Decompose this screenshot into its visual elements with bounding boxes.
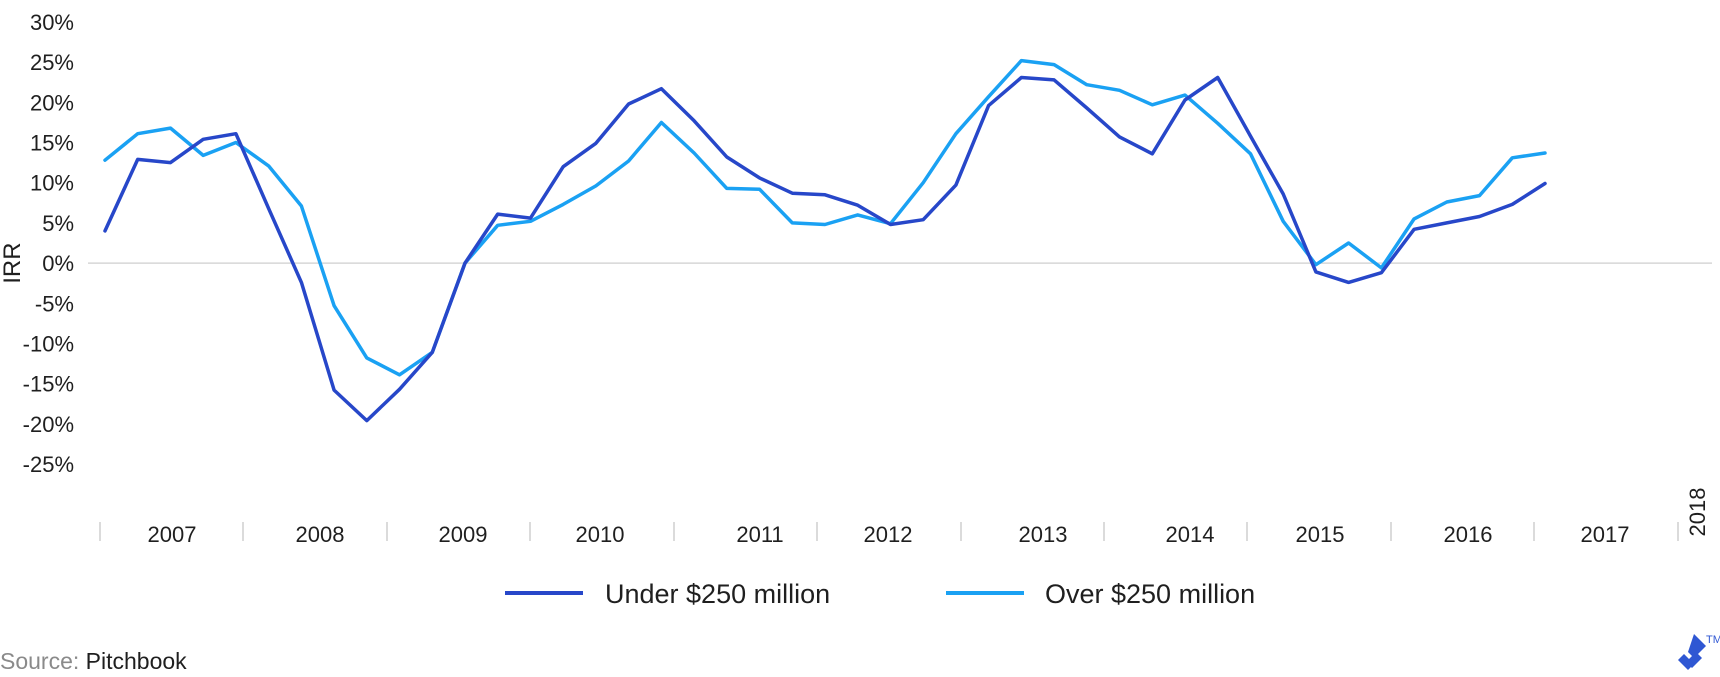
legend: Under $250 million Over $250 million (505, 579, 1255, 609)
y-tick-label: 30% (30, 10, 74, 35)
y-axis-title: IRR (0, 242, 26, 283)
x-tick-label: 2008 (296, 522, 345, 547)
y-tick-label: -15% (23, 372, 74, 397)
y-tick-label: 15% (30, 131, 74, 156)
source-value: Pitchbook (85, 648, 187, 674)
x-tick-label: 2011 (736, 522, 783, 547)
svg-text:TM: TM (1706, 634, 1720, 646)
x-tick-label: 2010 (576, 522, 625, 547)
y-tick-label: -5% (35, 291, 74, 316)
source-note: Source: Pitchbook (0, 647, 187, 675)
x-tick-label: 2014 (1166, 522, 1215, 547)
legend-label: Over $250 million (1045, 579, 1255, 609)
x-axis: 2007 2008 2009 2010 2011 2012 2013 2014 2015 2016… (99, 488, 1710, 547)
y-tick-label: 20% (30, 90, 74, 115)
x-tick-label: 2015 (1296, 522, 1345, 547)
x-tick-label: 2016 (1444, 522, 1493, 547)
x-tick-label: 2007 (148, 522, 197, 547)
x-tick-label: 2009 (439, 522, 488, 547)
x-tick-label: 2018 (1685, 488, 1710, 537)
source-label: Source: (0, 648, 80, 674)
y-tick-label: -10% (23, 331, 74, 356)
y-axis-ticks: 30% 25% 20% 15% 10% 5% 0% -5% -10% -15% -20% -25% (23, 10, 74, 477)
toptal-logo-icon: TM (1678, 634, 1720, 670)
y-tick-label: 5% (42, 211, 74, 236)
legend-label: Under $250 million (605, 579, 830, 609)
series-line-over-250m (103, 58, 1547, 377)
y-tick-label: -25% (23, 452, 74, 477)
series-lines (103, 58, 1547, 423)
y-tick-label: -20% (23, 412, 74, 437)
y-tick-label: 10% (30, 171, 74, 196)
y-tick-label: 25% (30, 50, 74, 75)
y-tick-label: 0% (42, 251, 74, 276)
series-line-under-250m (103, 75, 1547, 423)
x-tick-label: 2013 (1019, 522, 1068, 547)
x-tick-label: 2017 (1581, 522, 1630, 547)
x-tick-label: 2012 (864, 522, 913, 547)
